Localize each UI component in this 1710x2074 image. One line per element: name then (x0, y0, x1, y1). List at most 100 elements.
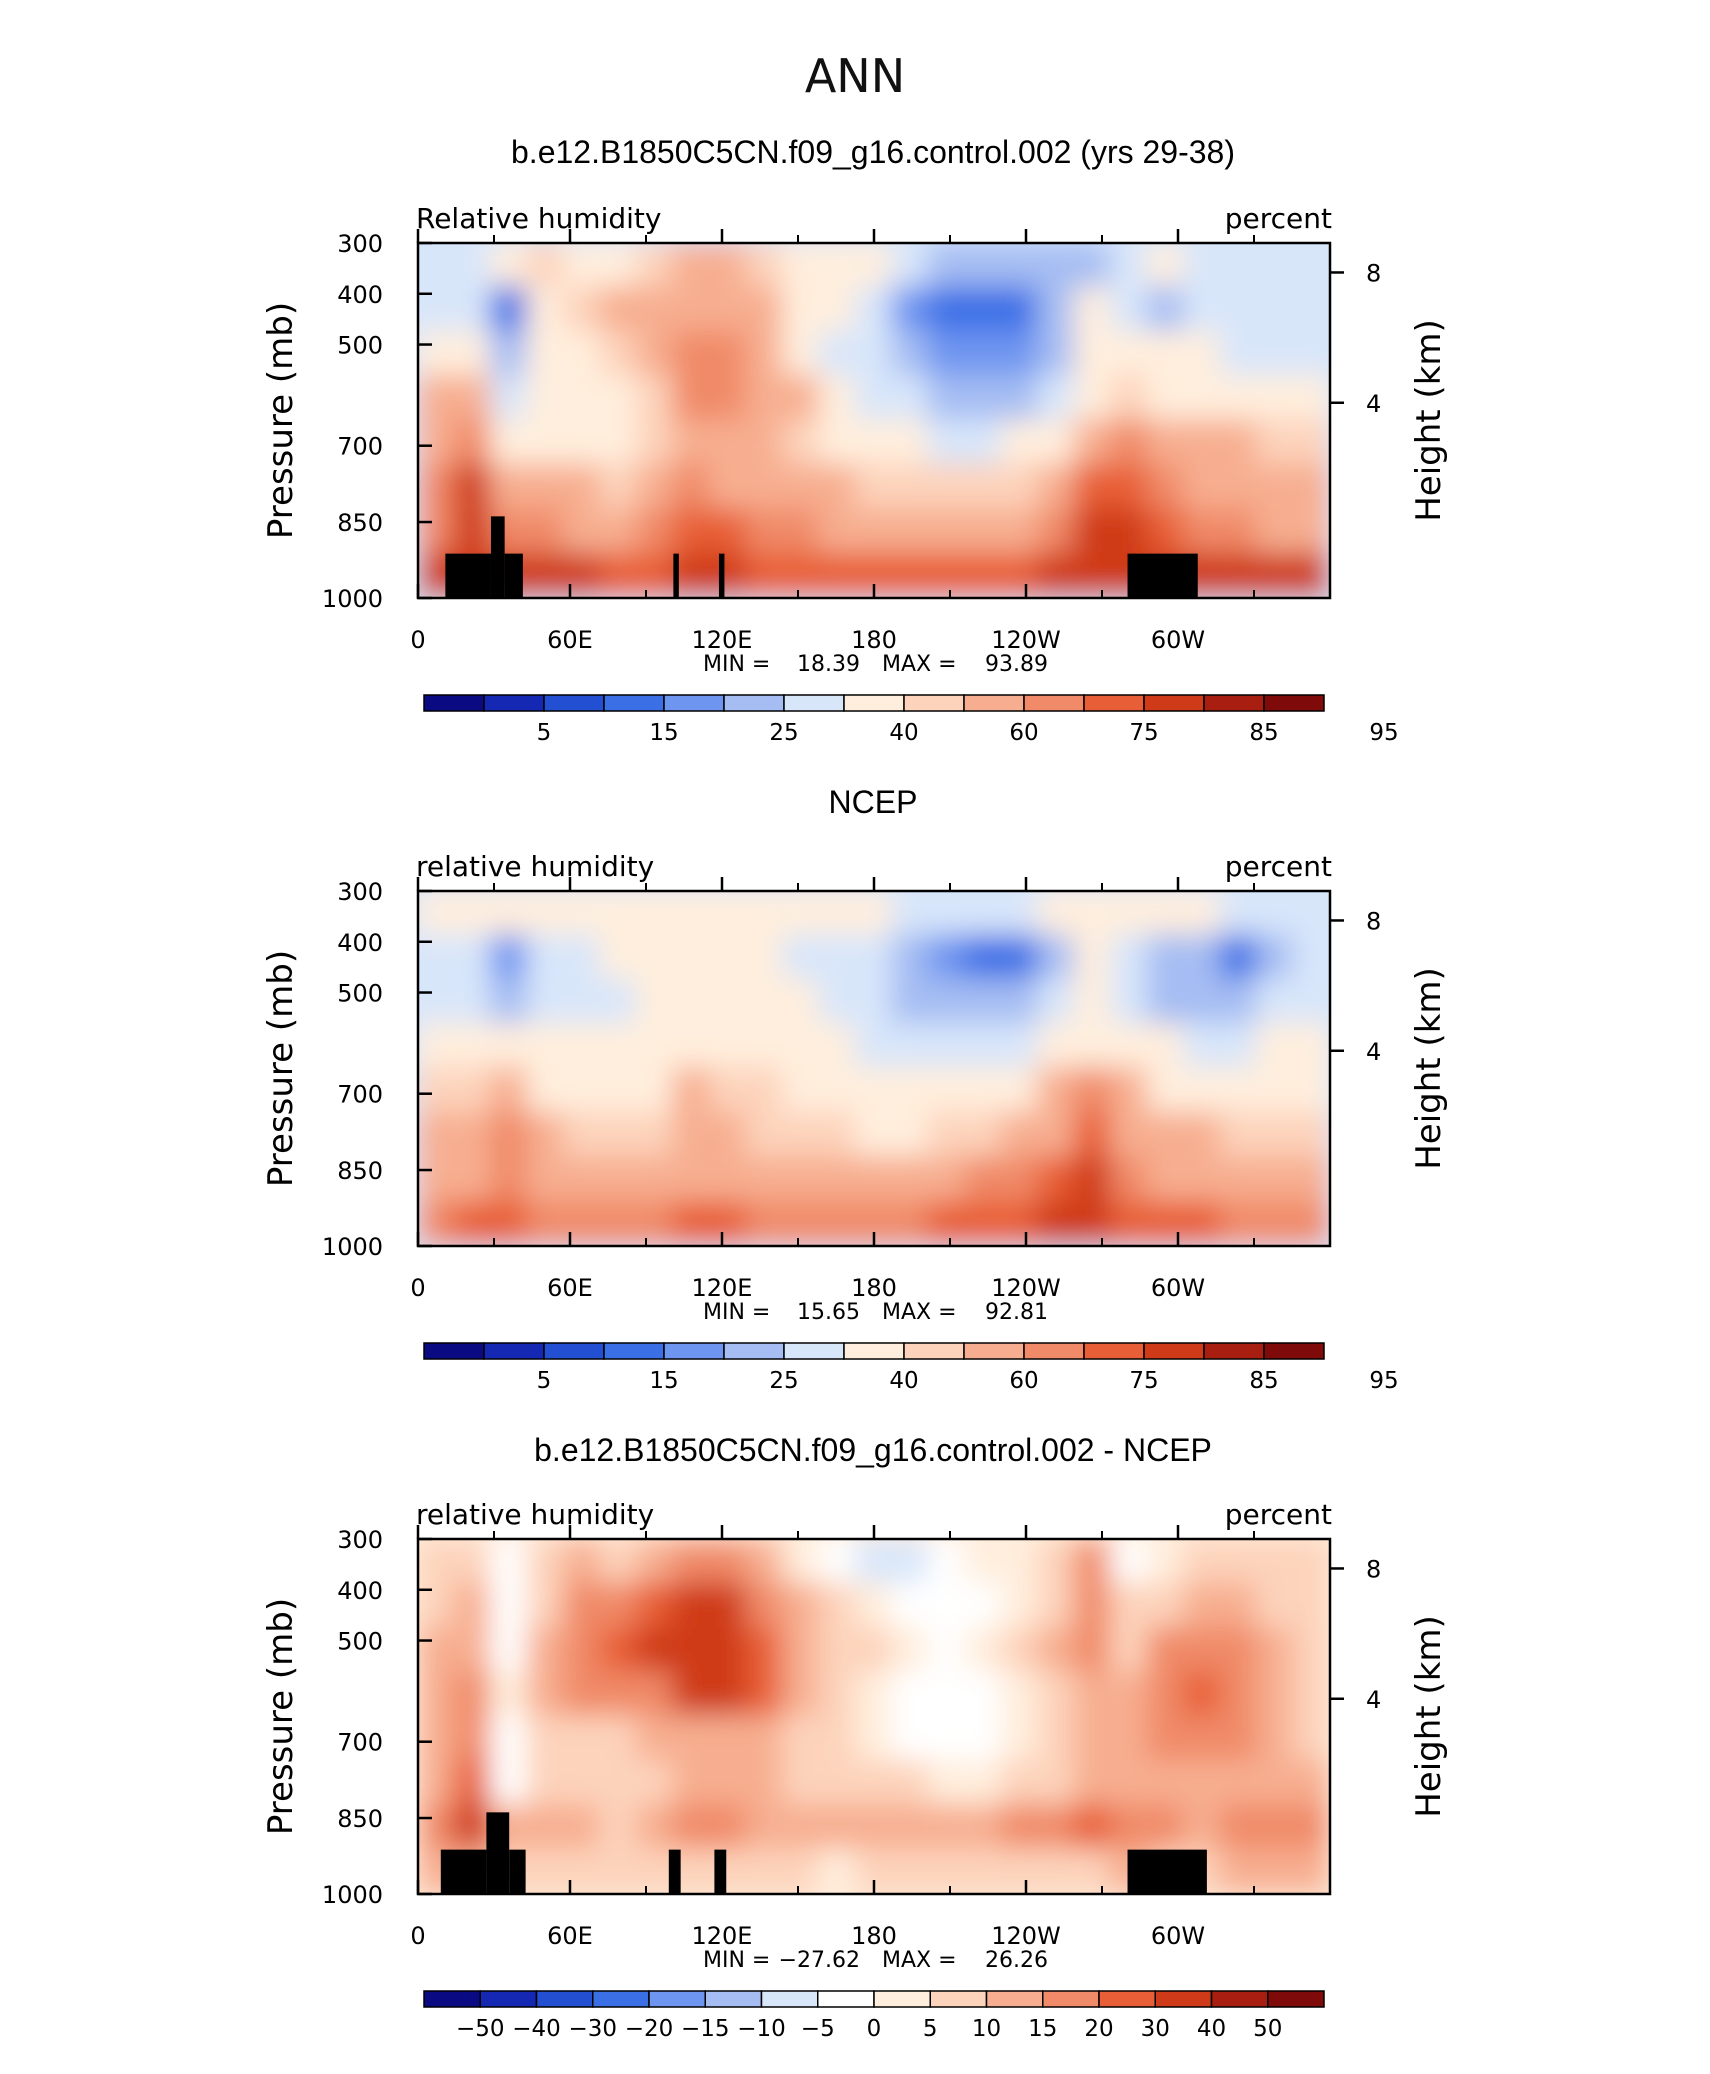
contour-cell (1183, 1023, 1222, 1070)
contour-cell (599, 1759, 638, 1807)
contour-cell (1000, 1023, 1040, 1070)
contour-cell (1037, 978, 1076, 1026)
colorbar: 5 15 25 40 60 75 85 95 (423, 1342, 1399, 1394)
contour-cell (818, 463, 857, 511)
variable-label: relative humidity (416, 1498, 654, 1531)
contour-cell (599, 330, 638, 378)
contour-cell (635, 891, 675, 937)
x-tick-label: 60E (547, 1274, 593, 1302)
contour-cell (1146, 1023, 1186, 1070)
contour-cell (964, 552, 1003, 598)
contour-cell (1256, 1023, 1295, 1070)
contour-cell (818, 1156, 857, 1203)
y-tick-label: 1000 (322, 1881, 383, 1909)
y-axis-label: Pressure (mb) (261, 950, 301, 1187)
colorbar-box (663, 694, 725, 712)
contour-cell (562, 463, 602, 511)
contour-cell (1256, 1671, 1295, 1718)
contour-cell (1073, 1156, 1113, 1203)
colorbar-box (483, 694, 545, 712)
contour-cell (526, 1804, 565, 1851)
contour-cell (708, 1582, 748, 1629)
contour-cell (891, 1848, 930, 1894)
contour-cell (599, 419, 638, 466)
contour-cell (1219, 286, 1259, 333)
units-label: percent (1225, 1498, 1332, 1531)
contour-cell (672, 891, 711, 937)
contour-cell (1110, 1023, 1149, 1070)
contour-cell (818, 1626, 857, 1674)
topography-mask (668, 1849, 681, 1894)
units-label: percent (1225, 850, 1332, 883)
contour-cell (489, 1539, 529, 1585)
topography-mask (440, 1849, 487, 1894)
contour-cell (964, 1156, 1003, 1203)
contour-cell (418, 330, 456, 378)
colorbar-label: 25 (769, 720, 798, 746)
contour-cell (526, 508, 565, 555)
contour-cell (1146, 1626, 1186, 1674)
height-tick-label: 8 (1366, 259, 1381, 287)
x-tick-label: 120E (692, 1274, 753, 1302)
contour-cell (891, 1582, 930, 1629)
height-tick-label: 8 (1366, 907, 1381, 935)
contour-cell (1256, 1200, 1295, 1246)
contour-cell (781, 1539, 821, 1585)
contour-cell (418, 1156, 456, 1203)
contour-cell (1073, 1848, 1113, 1894)
contour-cell (453, 1804, 492, 1851)
contour-cell (526, 419, 565, 466)
contour-cell (1037, 934, 1076, 981)
contour-cell (1000, 1582, 1040, 1629)
colorbar-label: 40 (889, 720, 918, 746)
contour-cell (781, 1715, 821, 1762)
contour-cell (418, 1200, 456, 1246)
y-tick-label: 300 (337, 230, 383, 258)
contour-cell (1292, 552, 1330, 598)
colorbar-label: 25 (769, 1368, 798, 1394)
contour-cell (1110, 508, 1149, 555)
topography-mask (1127, 1849, 1207, 1894)
topography-mask (445, 553, 491, 598)
contour-cell (562, 1200, 602, 1246)
contour-cell (599, 1671, 638, 1718)
contour-cell (1000, 1067, 1040, 1114)
contour-cell (1183, 243, 1222, 289)
contour-cell (854, 375, 894, 422)
contour-cell (1183, 891, 1222, 937)
contour-cell (1037, 1539, 1076, 1585)
contour-cell (489, 1582, 529, 1629)
contour-cell (1256, 1804, 1295, 1851)
contour-cell (1219, 1067, 1259, 1114)
contour-cell (1037, 286, 1076, 333)
min-label: MIN = (703, 652, 770, 677)
contour-cell (599, 1156, 638, 1203)
panel-title: b.e12.B1850C5CN.f09_g16.control.002 (yrs… (511, 134, 1235, 170)
panel-3: b.e12.B1850C5CN.f09_g16.control.002 - NC… (261, 1432, 1449, 2042)
contour-cell (562, 1023, 602, 1070)
contour-cell (1292, 1626, 1330, 1674)
contour-cell (1037, 1759, 1076, 1807)
contour-cell (745, 1539, 784, 1585)
contour-cell (891, 552, 930, 598)
contour-cell (891, 508, 930, 555)
contour-cell (708, 934, 748, 981)
contour-cell (854, 463, 894, 511)
contour-cell (1256, 1715, 1295, 1762)
contour-cell (599, 891, 638, 937)
y-tick-label: 500 (337, 1628, 383, 1656)
panel-1: b.e12.B1850C5CN.f09_g16.control.002 (yrs… (261, 134, 1449, 746)
contour-cell (1256, 978, 1295, 1026)
contour-cell (1183, 1067, 1222, 1114)
contour-cell (635, 1671, 675, 1718)
contour-cell (927, 1804, 967, 1851)
contour-cell (672, 978, 711, 1026)
height-tick-label: 8 (1366, 1555, 1381, 1583)
colorbar-box (1210, 1990, 1269, 2008)
contour-cell (745, 1759, 784, 1807)
x-tick-label: 0 (410, 1274, 425, 1302)
colorbar-label: −20 (625, 2016, 674, 2042)
contour-cell (781, 1671, 821, 1718)
contour-cell (672, 1804, 711, 1851)
